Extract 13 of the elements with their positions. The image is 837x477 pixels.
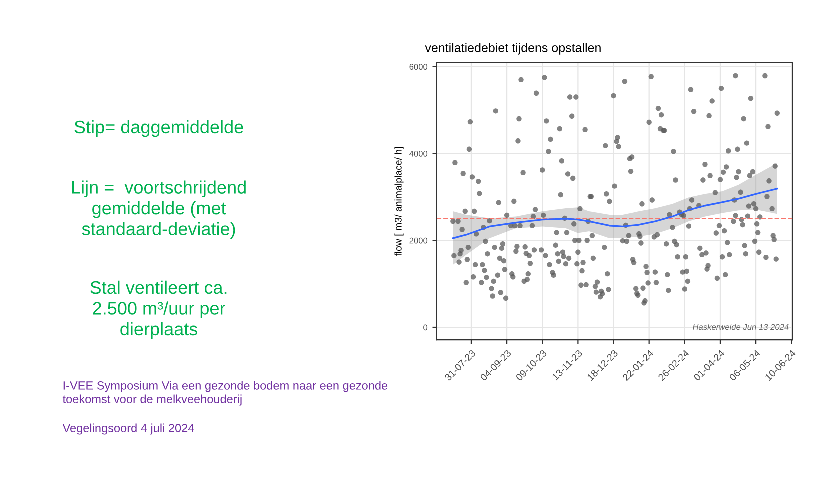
y-tick-label: 2000 xyxy=(410,238,428,244)
annotation: Haskerweide Jun 13 2024 xyxy=(692,324,789,330)
y-tick-label: 0 xyxy=(424,324,428,331)
y-tick-label: 4000 xyxy=(410,150,428,157)
y-axis-title: flow [ m3/ animalplace/ h] xyxy=(394,147,404,256)
text: Lijn = voortschrijdend gemiddelde (met standaard-deviatie) xyxy=(72,180,246,240)
text: Vegelingsoord 4 juli 2024 xyxy=(62,424,194,435)
line-series xyxy=(452,188,778,240)
text: I-VEE Symposium Via een gezonde bodem naar een gezonde toekomst voor de melkveehouderij xyxy=(62,381,388,406)
text: Stal ventileert ca. 2.500 m³/uur per dierplaats xyxy=(90,280,227,340)
chart-title: ventilatiedebiet tijdens opstallen xyxy=(425,43,601,55)
y-tick-label: 6000 xyxy=(410,64,428,70)
text: Stip= daggemiddelde xyxy=(74,120,244,138)
